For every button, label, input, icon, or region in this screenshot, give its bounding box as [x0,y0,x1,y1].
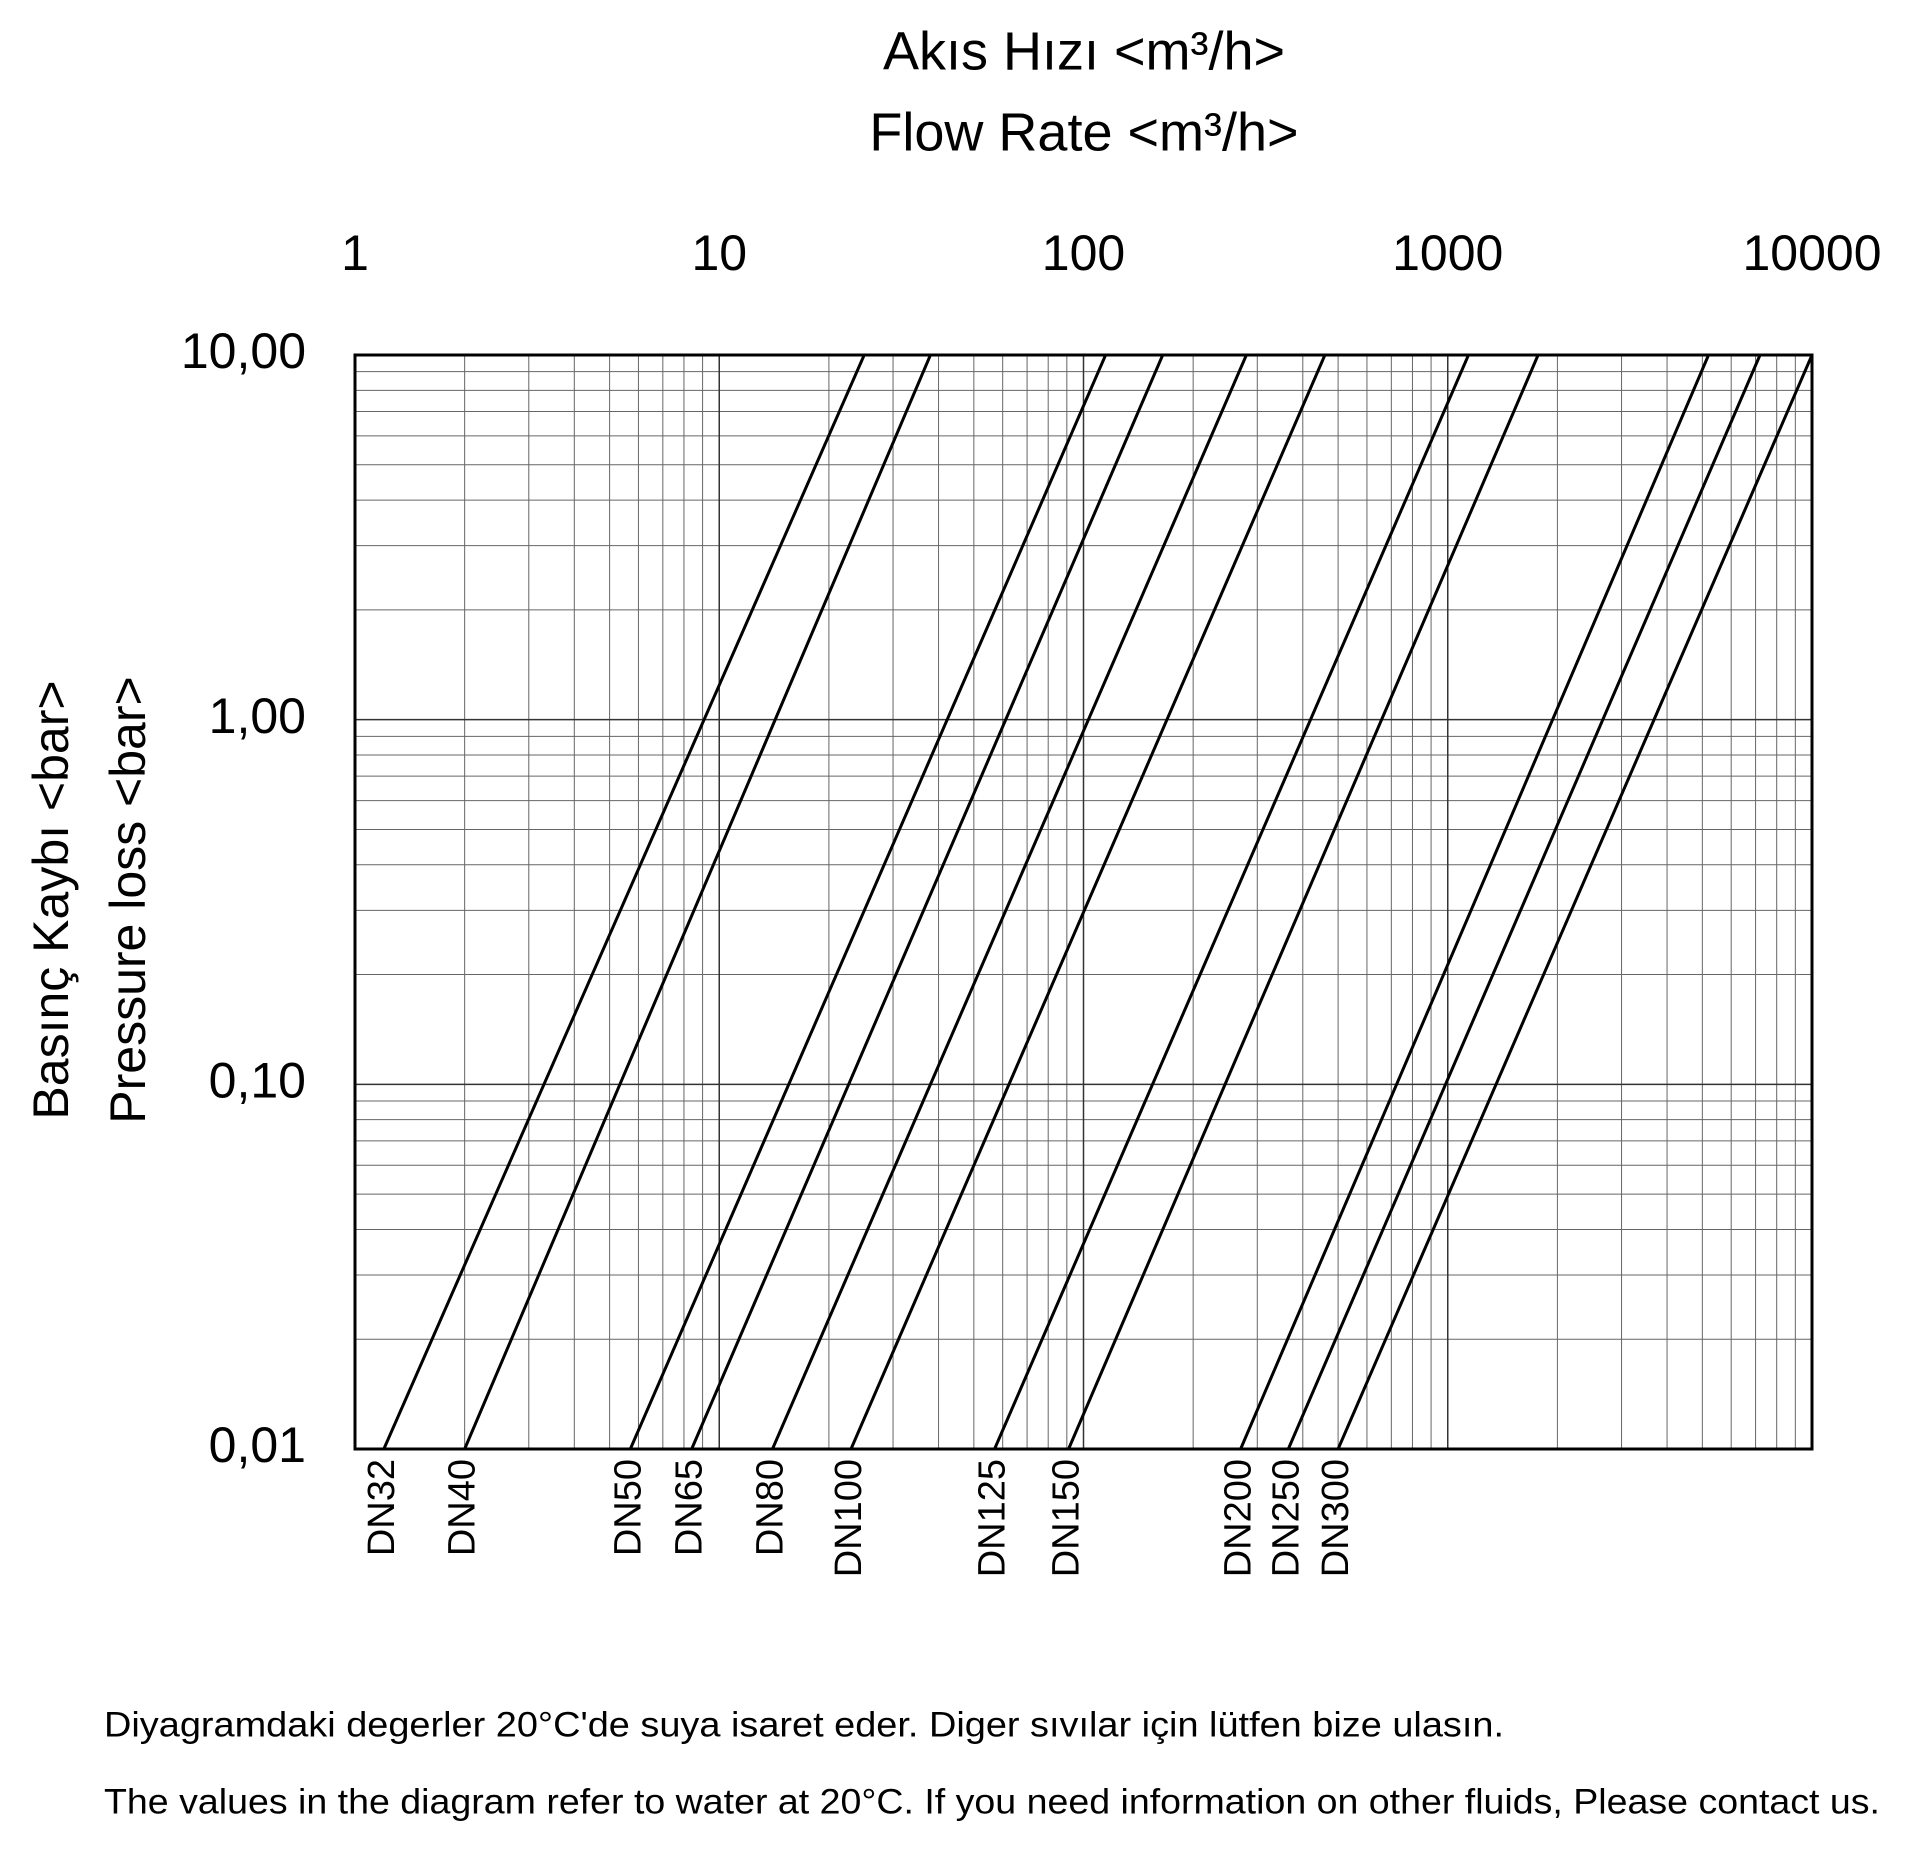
x-tick-label: 10 [691,225,747,281]
x-tick-label: 1000 [1392,225,1503,281]
series-label: DN100 [828,1459,870,1577]
series-label: DN65 [669,1459,711,1556]
series-line [1239,354,1710,1450]
footnote: The values in the diagram refer to water… [104,1782,1880,1821]
series-label: DN300 [1315,1459,1357,1577]
series-label: DN125 [972,1459,1014,1577]
series-line [993,354,1470,1450]
series-line [463,354,932,1450]
x-tick-label: 10000 [1742,225,1881,281]
series-line [628,354,1107,1450]
y-tick-label: 10,00 [181,323,306,379]
series-line [849,354,1327,1450]
series-label: DN250 [1265,1459,1307,1577]
y-axis-title: Pressure loss <bar> [100,676,156,1123]
series-label: DN32 [361,1459,403,1556]
y-axis-title: Basınç Kaybı <bar> [23,680,79,1119]
y-tick-label: 1,00 [209,688,306,744]
series-line [771,354,1248,1450]
x-axis-title: Flow Rate <m³/h> [869,102,1298,162]
x-axis-title: Akıs Hızı <m³/h> [883,21,1285,81]
series-label: DN200 [1218,1459,1260,1577]
x-tick-label: 100 [1042,225,1125,281]
y-tick-label: 0,10 [209,1053,306,1109]
series-line [1336,354,1814,1450]
y-tick-label: 0,01 [209,1417,306,1473]
series-line [382,354,866,1450]
series-label: DN80 [750,1459,792,1556]
plot-frame [353,353,1814,1451]
series-label: DN40 [442,1459,484,1556]
footnote: Diyagramdaki degerler 20°C'de suya isare… [104,1705,1504,1744]
series-line [1067,354,1540,1450]
series-line [690,354,1165,1450]
series-label: DN50 [607,1459,649,1556]
series-label: DN150 [1046,1459,1088,1577]
x-tick-label: 1 [341,225,369,281]
series-line [1286,354,1762,1450]
